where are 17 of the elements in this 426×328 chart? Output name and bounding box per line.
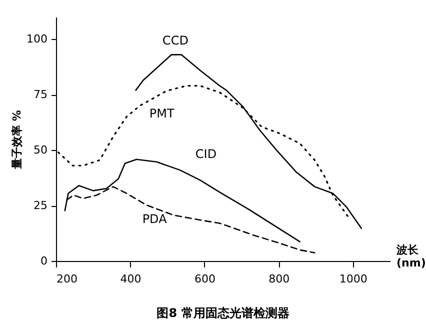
series-label: PDA [142,212,168,226]
y-tick-label: 75 [34,88,48,102]
series-label: CID [195,147,217,162]
x-axis-title: 波长 (nm) [396,244,426,270]
y-tick-label: 50 [34,144,48,157]
y-tick-label: 100 [26,32,48,46]
series-label: PMT [149,106,175,121]
series-label: CCD [162,34,188,48]
x-tick-label: 400 [120,272,142,286]
x-tick-label: 200 [56,272,78,286]
x-tick-label: 1000 [339,272,368,286]
y-tick-label: 25 [34,199,48,212]
x-tick-label: 800 [268,272,290,286]
y-axis-title: 量子效率 % [10,110,24,170]
y-tick-label: 0 [40,254,48,268]
x-tick-label: 600 [194,272,216,286]
text: 图8 常用固态光谱检测器 [156,306,290,320]
